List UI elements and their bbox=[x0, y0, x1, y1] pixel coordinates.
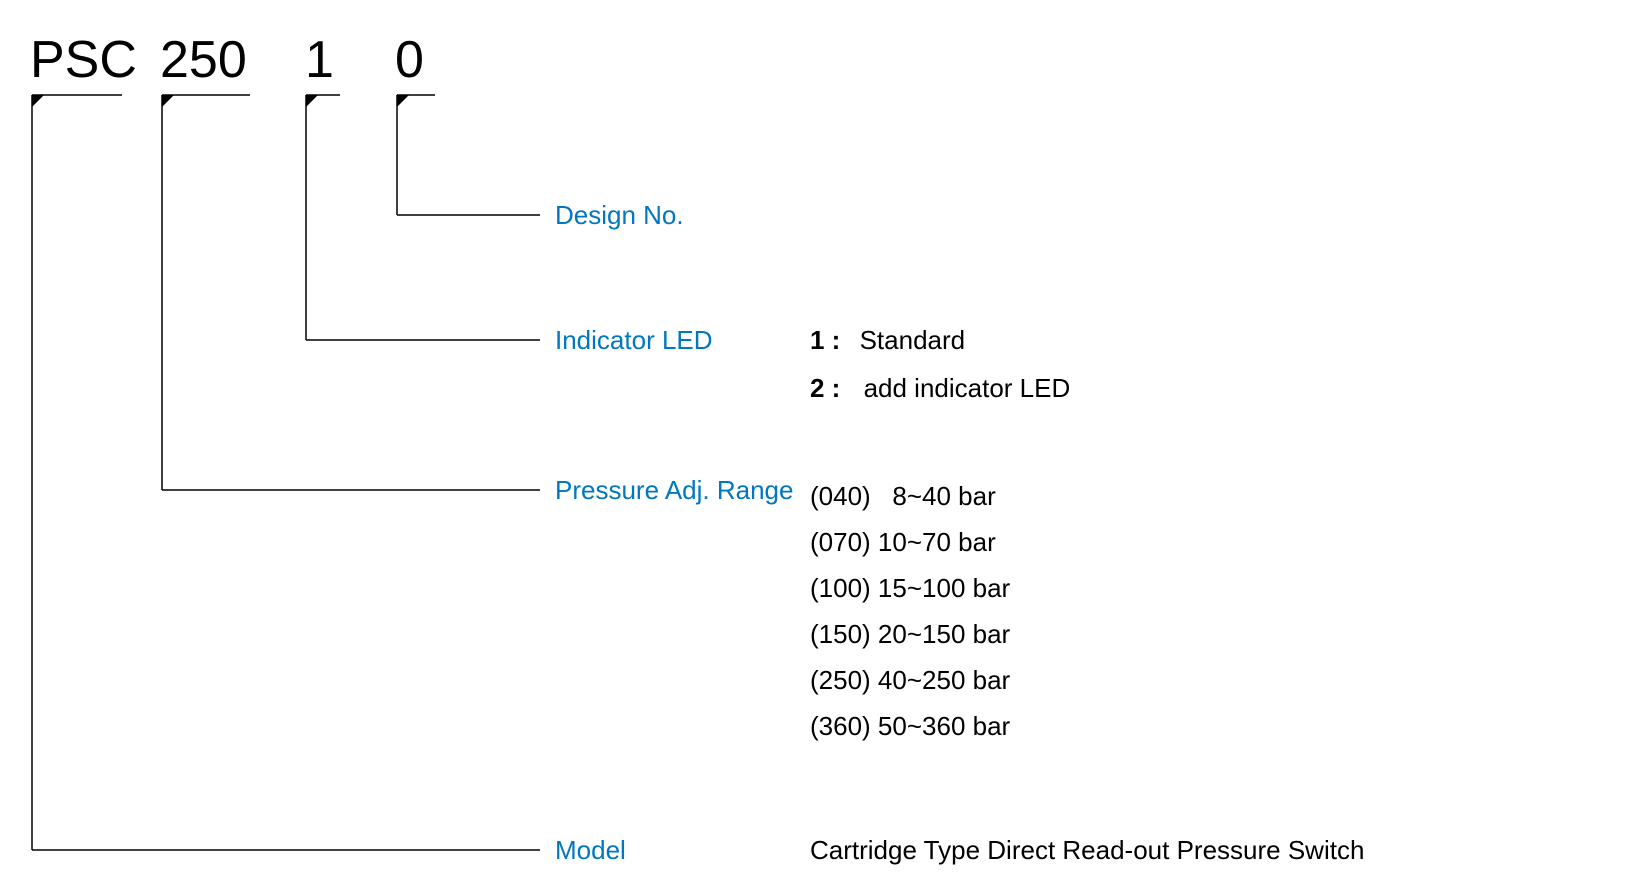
model-code-diagram: PSC 250 1 0 Design No. Indicator LED Pre… bbox=[0, 0, 1646, 880]
indicator-val-2: add indicator LED bbox=[864, 373, 1071, 403]
triangle-marker bbox=[32, 95, 44, 107]
pressure-option-2: (070) 10~70 bar bbox=[810, 521, 996, 563]
triangle-marker bbox=[306, 95, 318, 107]
indicator-option-1: 1 : Standard bbox=[810, 325, 965, 356]
code-part-indicator: 1 bbox=[305, 30, 334, 90]
code-part-design: 0 bbox=[395, 30, 424, 90]
label-model: Model bbox=[555, 835, 626, 866]
label-indicator-led: Indicator LED bbox=[555, 325, 713, 356]
indicator-key-1: 1 : bbox=[810, 325, 840, 355]
label-pressure-range: Pressure Adj. Range bbox=[555, 475, 793, 506]
pressure-option-6: (360) 50~360 bar bbox=[810, 705, 1010, 747]
pressure-option-3: (100) 15~100 bar bbox=[810, 567, 1010, 609]
code-part-pressure: 250 bbox=[160, 30, 247, 90]
triangle-marker bbox=[397, 95, 409, 107]
code-part-model: PSC bbox=[30, 30, 137, 90]
pressure-option-5: (250) 40~250 bar bbox=[810, 659, 1010, 701]
model-description: Cartridge Type Direct Read-out Pressure … bbox=[810, 835, 1364, 866]
bracket-lines bbox=[0, 0, 1646, 880]
triangle-marker bbox=[162, 95, 174, 107]
label-design-no: Design No. bbox=[555, 200, 684, 231]
pressure-option-1: (040) 8~40 bar bbox=[810, 475, 996, 517]
indicator-option-2: 2 : add indicator LED bbox=[810, 373, 1070, 404]
indicator-val-1: Standard bbox=[860, 325, 966, 355]
indicator-key-2: 2 : bbox=[810, 373, 840, 403]
pressure-option-4: (150) 20~150 bar bbox=[810, 613, 1010, 655]
